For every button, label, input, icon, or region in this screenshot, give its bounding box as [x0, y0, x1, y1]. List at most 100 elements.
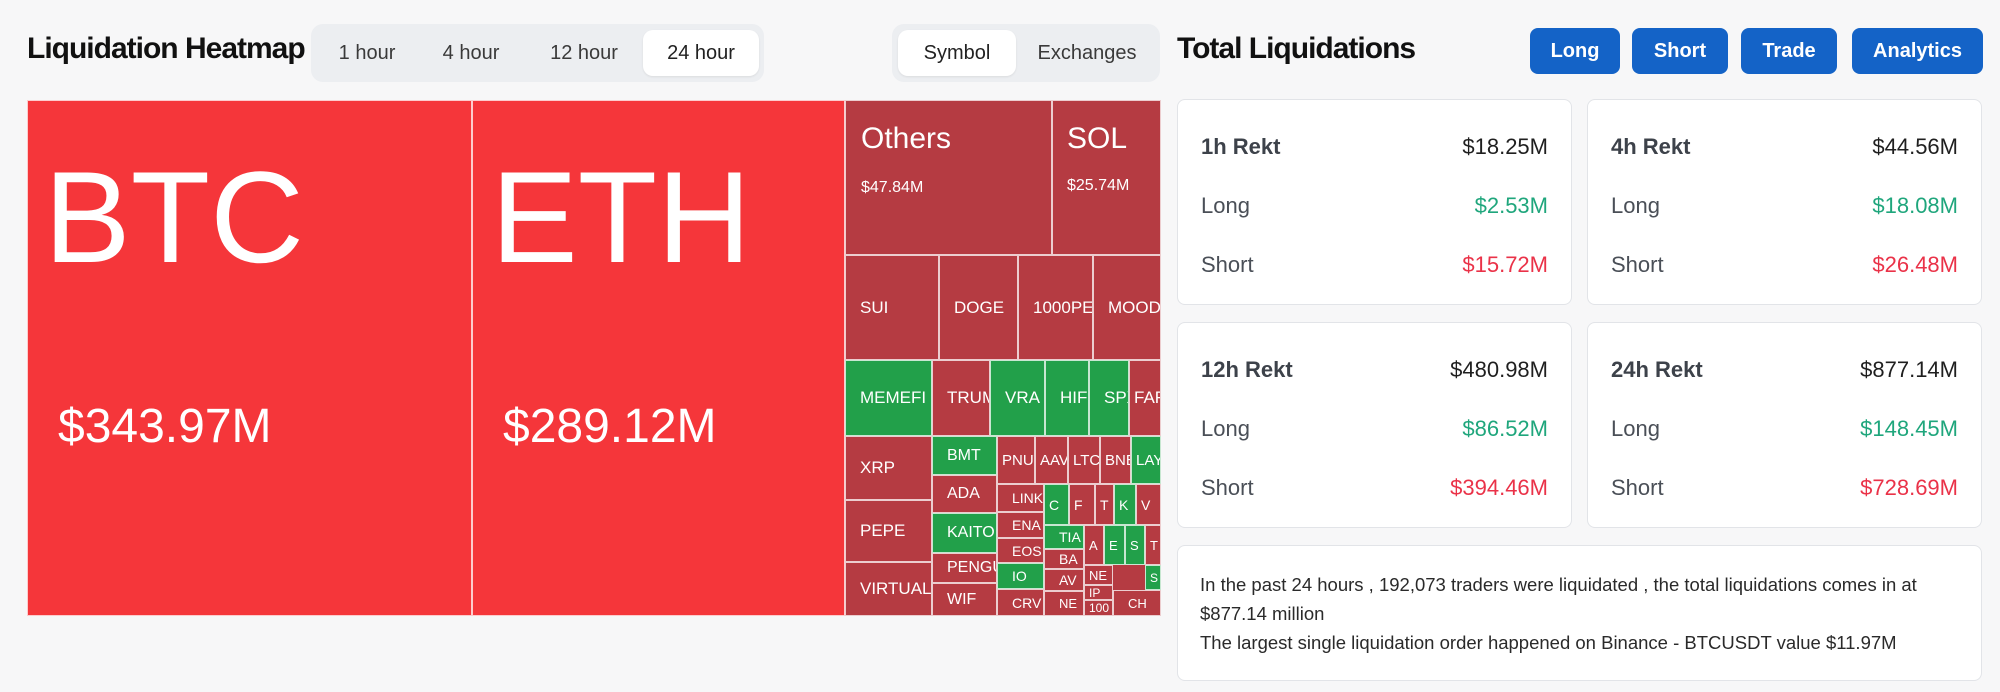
card-total: $44.56M	[1872, 134, 1958, 159]
tile-symbol: K	[1119, 496, 1129, 513]
treemap-tile-fartcoin[interactable]: FARTCOIN	[1129, 360, 1161, 436]
tile-symbol: ETH	[491, 144, 751, 290]
tile-symbol: V	[1141, 496, 1151, 513]
treemap-tile-trump[interactable]: TRUMP	[932, 360, 990, 436]
tab-exchanges[interactable]: Exchanges	[1037, 42, 1137, 64]
short-value: $394.46M	[1450, 475, 1548, 500]
treemap-tile-link[interactable]: LINK	[997, 484, 1044, 512]
rekt-card-12h: 12h Rekt $480.98M Long $86.52M Short $394.4…	[1177, 322, 1572, 528]
treemap-tile-vra[interactable]: VRA	[990, 360, 1045, 436]
treemap-tile-av[interactable]: AV	[1044, 569, 1084, 591]
treemap-tile-e[interactable]: E	[1104, 525, 1125, 565]
card-title: 12h Rekt	[1201, 357, 1293, 382]
treemap-tile-sol[interactable]: SOL $25.74M	[1052, 100, 1161, 255]
treemap-tile-f[interactable]: F	[1069, 484, 1095, 525]
treemap-tile-c[interactable]: C	[1044, 484, 1069, 525]
treemap-tile-v[interactable]: V	[1136, 484, 1161, 525]
short-label: Short	[1201, 475, 1254, 500]
treemap-tile-sui[interactable]: SUI	[845, 255, 939, 360]
short-label: Short	[1201, 252, 1254, 277]
tile-symbol: IO	[1012, 568, 1027, 584]
tile-symbol: LAYER	[1136, 451, 1160, 469]
treemap-tile-spx[interactable]: SPX	[1089, 360, 1129, 436]
long-value: $18.08M	[1872, 193, 1958, 218]
treemap-tile-bmt[interactable]: BMT	[932, 436, 997, 475]
tile-symbol: NE	[1089, 567, 1108, 583]
treemap-tile-pepe[interactable]: PEPE	[845, 500, 932, 562]
treemap-tile-eth[interactable]: ETH $289.12M	[472, 100, 845, 616]
tile-symbol: T	[1150, 537, 1158, 553]
treemap-tile-io[interactable]: IO	[997, 563, 1044, 589]
treemap-tile-pengu[interactable]: PENGU	[932, 553, 997, 583]
treemap-tile-doge[interactable]: DOGE	[939, 255, 1018, 360]
treemap-tile-pnut[interactable]: PNUT	[997, 436, 1035, 484]
tile-symbol: SPX	[1104, 388, 1128, 407]
analytics-button[interactable]: Analytics	[1852, 28, 1983, 74]
tab-4-hour[interactable]: 4 hour	[442, 42, 500, 64]
treemap-tile-1000pepe[interactable]: 1000PEPE	[1018, 255, 1093, 360]
treemap-tile-ltc[interactable]: LTC	[1068, 436, 1100, 484]
tile-value: $343.97M	[58, 399, 272, 453]
tile-symbol: 1000PEPE	[1033, 297, 1093, 317]
treemap-tile-crv[interactable]: CRV	[997, 589, 1044, 616]
short-button[interactable]: Short	[1632, 28, 1728, 74]
long-button[interactable]: Long	[1530, 28, 1620, 74]
treemap-tile-k[interactable]: K	[1114, 484, 1136, 525]
treemap-tile-ne[interactable]: NE	[1084, 565, 1113, 585]
treemap-tile-layer[interactable]: LAYER	[1131, 436, 1161, 484]
treemap-tile-bnb[interactable]: BNB	[1100, 436, 1131, 484]
tab-1-hour[interactable]: 1 hour	[338, 42, 396, 64]
card-total: $18.25M	[1462, 134, 1548, 159]
tile-symbol: Others	[861, 122, 952, 155]
long-label: Long	[1611, 416, 1660, 441]
short-value: $26.48M	[1872, 252, 1958, 277]
treemap-tile-s[interactable]: S	[1125, 525, 1145, 565]
treemap-tile-memefi[interactable]: MEMEFI	[845, 360, 932, 436]
treemap-tile-hifi[interactable]: HIFI	[1045, 360, 1089, 436]
treemap-tile-a[interactable]: A	[1084, 525, 1104, 565]
tab-symbol[interactable]: Symbol	[898, 30, 1016, 76]
treemap-tile-ne[interactable]: NE	[1044, 591, 1084, 616]
tile-symbol: KAITO	[947, 524, 995, 541]
treemap-tile-eos[interactable]: EOS	[997, 538, 1044, 563]
treemap-tile-ch[interactable]: CH	[1113, 590, 1161, 616]
treemap-tile-ada[interactable]: ADA	[932, 475, 997, 513]
summary-line-2: The largest single liquidation order hap…	[1200, 632, 1897, 653]
short-value: $15.72M	[1462, 252, 1548, 277]
short-label: Short	[1611, 252, 1664, 277]
tab-12-hour[interactable]: 12 hour	[550, 42, 618, 64]
tile-symbol: E	[1109, 537, 1118, 553]
tile-symbol: BTC	[44, 144, 304, 290]
treemap-tile-virtual[interactable]: VIRTUAL	[845, 562, 932, 616]
treemap-tile-aave[interactable]: AAVE	[1035, 436, 1068, 484]
trade-button[interactable]: Trade	[1741, 28, 1837, 74]
treemap-tile-ba[interactable]: BA	[1044, 549, 1084, 569]
tile-symbol: EOS	[1012, 542, 1042, 559]
treemap-tile-ena[interactable]: ENA	[997, 512, 1044, 538]
view-tabs: Symbol Exchanges	[892, 24, 1160, 82]
total-liquidations-title: Total Liquidations	[1177, 32, 1416, 65]
treemap-tile-moodeng[interactable]: MOODENG	[1093, 255, 1161, 360]
rekt-card-24h: 24h Rekt $877.14M Long $148.45M Short $728.…	[1587, 322, 1982, 528]
treemap-tile-wif[interactable]: WIF	[932, 583, 997, 616]
tile-value: $47.84M	[861, 179, 924, 197]
treemap-tile-100[interactable]: 100	[1084, 600, 1113, 616]
treemap-tile-kaito[interactable]: KAITO	[932, 513, 997, 553]
card-total: $480.98M	[1450, 357, 1548, 382]
long-label: Long	[1611, 193, 1660, 218]
tile-symbol: MEMEFI	[860, 388, 927, 407]
tile-symbol: TRUMP	[947, 388, 989, 407]
tab-24-hour[interactable]: 24 hour	[643, 30, 759, 76]
treemap-tile-t[interactable]: T	[1145, 525, 1161, 565]
tile-symbol: F	[1074, 496, 1083, 513]
treemap-tile-s[interactable]: S	[1145, 565, 1161, 590]
treemap-tile-btc[interactable]: BTC $343.97M	[27, 100, 472, 616]
tile-symbol: PNUT	[1002, 451, 1034, 469]
treemap-tile-ip[interactable]: IP	[1084, 585, 1113, 600]
tile-symbol: BMT	[947, 446, 981, 464]
tile-symbol: FARTCOIN	[1134, 388, 1160, 407]
treemap-tile-xrp[interactable]: XRP	[845, 436, 932, 500]
treemap-tile-tia[interactable]: TIA	[1044, 525, 1084, 549]
treemap-tile-t[interactable]: T	[1095, 484, 1114, 525]
treemap-tile-others[interactable]: Others $47.84M	[845, 100, 1052, 255]
